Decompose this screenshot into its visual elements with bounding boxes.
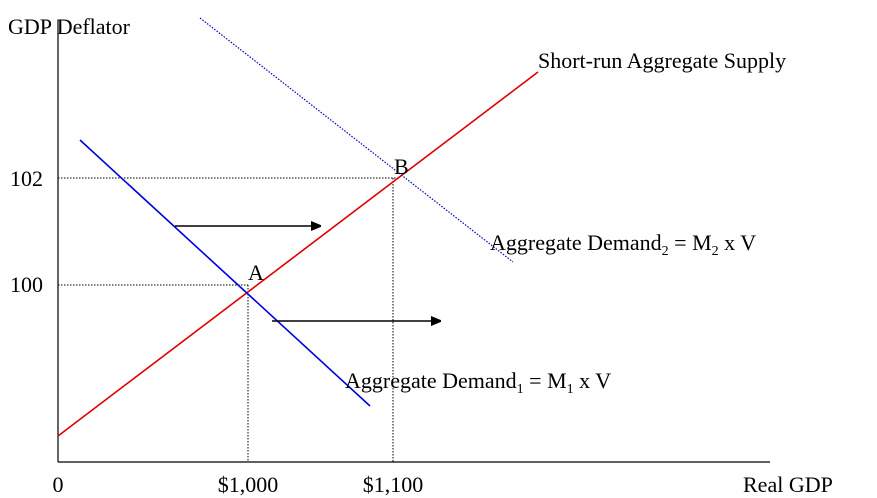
subscript: 2 [662,244,669,259]
supply-curve [57,71,539,437]
x-label: 0 [53,472,64,497]
y-label: 102 [10,166,43,191]
x-label: $1,000 [218,472,279,497]
demand-label-2: Aggregate Demand2 = M2 x V [490,230,756,259]
x-axis-label: Real GDP [743,472,833,497]
subscript: 1 [567,382,574,397]
text: x V [574,368,612,393]
text: Aggregate Demand [490,230,662,255]
text: = M [524,368,567,393]
x-label: $1,100 [363,472,424,497]
subscript: 2 [712,244,719,259]
point-label: B [394,154,409,179]
y-axis-label: GDP Deflator [8,14,131,39]
guides [58,177,400,462]
supply-label: Short-run Aggregate Supply [538,48,786,73]
demand-curve-2 [199,17,514,263]
demand-label-1: Aggregate Demand1 = M1 x V [345,368,611,397]
y-label: 100 [10,272,43,297]
demand-curve-1 [79,139,371,407]
subscript: 1 [517,382,524,397]
point-label: A [248,260,264,285]
text: Aggregate Demand [345,368,517,393]
text: = M [669,230,712,255]
text: x V [719,230,757,255]
